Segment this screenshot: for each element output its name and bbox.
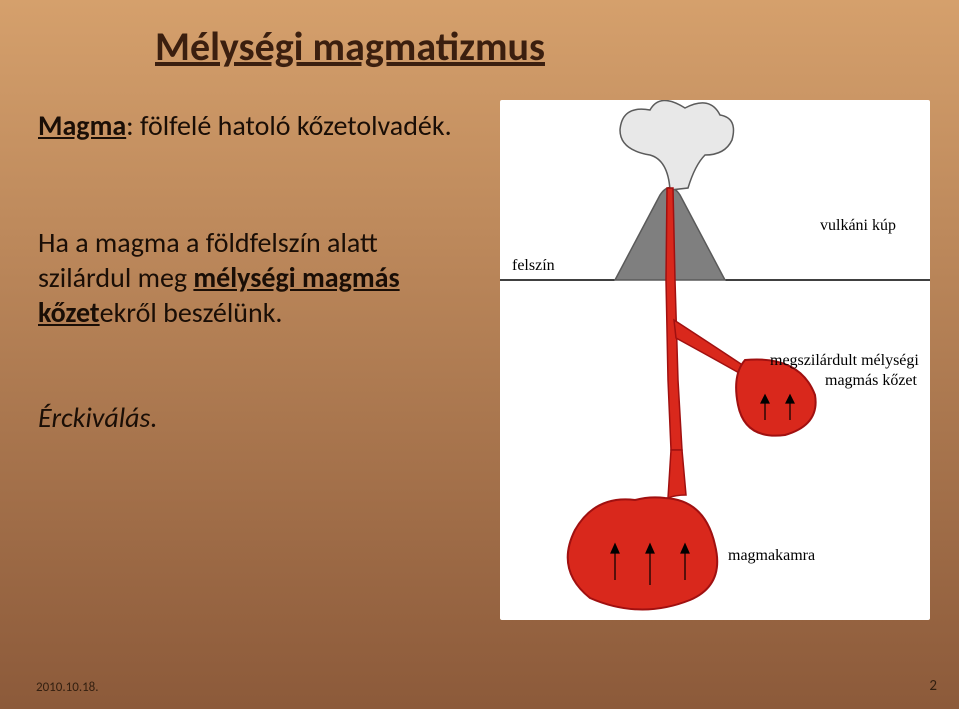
definition-term: Magma [38,108,126,143]
body-suffix: ekről beszélünk. [100,295,283,330]
intrusive-rock [736,359,816,435]
definition-text: Magma: fölfelé hatoló kőzetolvadék. [38,108,468,143]
footer-date: 2010.10.18. [36,680,99,695]
label-megszilardult-1: megszilárdult mélységi [770,352,919,369]
definition-rest: : fölfelé hatoló kőzetolvadék. [126,108,451,143]
slide-title: Mélységi magmatizmus [155,22,545,71]
magma-conduit-lower [668,450,686,498]
magma-chamber [568,497,717,609]
ore-separation-text: Érckiválás. [38,400,468,435]
smoke-cloud [620,100,734,190]
body-sentence: Ha a magma a földfelszín alatt szilárdul… [38,225,468,330]
footer-page-number: 2 [929,677,937,695]
label-megszilardult-2: magmás kőzet [825,372,918,389]
label-felszin: felszín [512,257,555,274]
volcano-diagram: felszín vulkáni kúp megszilárdult mélysé… [500,100,930,620]
label-magmakamra: magmakamra [728,547,815,564]
label-vulkani-kup: vulkáni kúp [820,217,896,234]
